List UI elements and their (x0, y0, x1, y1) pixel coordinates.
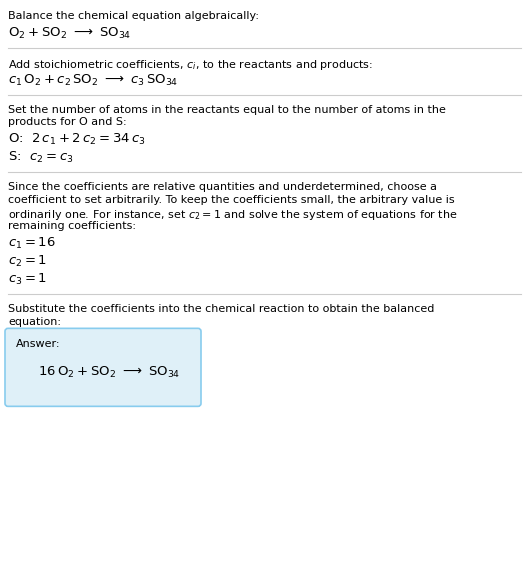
Text: $c_1 = 16$: $c_1 = 16$ (8, 236, 56, 251)
Text: coefficient to set arbitrarily. To keep the coefficients small, the arbitrary va: coefficient to set arbitrarily. To keep … (8, 195, 454, 205)
Text: O:  $2\,c_1 + 2\,c_2 = 34\,c_3$: O: $2\,c_1 + 2\,c_2 = 34\,c_3$ (8, 132, 145, 147)
Text: Add stoichiometric coefficients, $c_i$, to the reactants and products:: Add stoichiometric coefficients, $c_i$, … (8, 58, 373, 72)
Text: $c_1\,\mathrm{O_2} + c_2\,\mathrm{SO_2}\ \longrightarrow\ c_3\,\mathrm{SO_{34}}$: $c_1\,\mathrm{O_2} + c_2\,\mathrm{SO_2}\… (8, 73, 178, 88)
Text: S:  $c_2 = c_3$: S: $c_2 = c_3$ (8, 150, 74, 166)
Text: equation:: equation: (8, 316, 61, 327)
Text: products for O and S:: products for O and S: (8, 117, 126, 128)
Text: $c_3 = 1$: $c_3 = 1$ (8, 272, 47, 287)
Text: $16\,\mathrm{O_2 + SO_2\ \longrightarrow\ SO_{34}}$: $16\,\mathrm{O_2 + SO_2\ \longrightarrow… (38, 365, 180, 380)
Text: Set the number of atoms in the reactants equal to the number of atoms in the: Set the number of atoms in the reactants… (8, 105, 446, 115)
Text: Answer:: Answer: (16, 340, 60, 349)
Text: $c_2 = 1$: $c_2 = 1$ (8, 253, 47, 269)
Text: ordinarily one. For instance, set $c_2 = 1$ and solve the system of equations fo: ordinarily one. For instance, set $c_2 =… (8, 208, 458, 222)
Text: Balance the chemical equation algebraically:: Balance the chemical equation algebraica… (8, 11, 259, 21)
Text: remaining coefficients:: remaining coefficients: (8, 221, 136, 231)
Text: $\mathrm{O_2 + SO_2\ \longrightarrow\ SO_{34}}$: $\mathrm{O_2 + SO_2\ \longrightarrow\ SO… (8, 26, 131, 41)
Text: Substitute the coefficients into the chemical reaction to obtain the balanced: Substitute the coefficients into the che… (8, 304, 434, 314)
Text: Since the coefficients are relative quantities and underdetermined, choose a: Since the coefficients are relative quan… (8, 183, 437, 192)
FancyBboxPatch shape (5, 328, 201, 407)
